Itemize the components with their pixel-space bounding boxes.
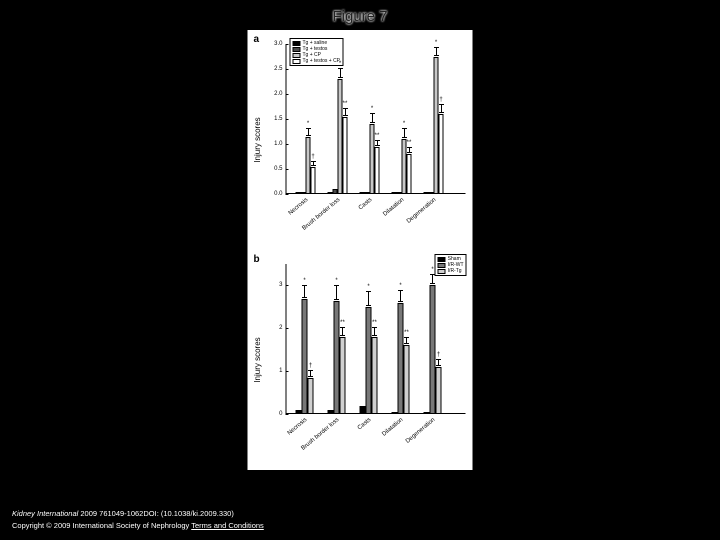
panel-a-label: a: [254, 34, 260, 45]
panel-b-ylabel: Injury scores: [253, 337, 262, 382]
panel-a: a Tg + salineTg + testosTg + CPTg + test…: [248, 30, 473, 250]
copyright: Copyright © 2009 International Society o…: [12, 521, 264, 530]
terms-link[interactable]: Terms and Conditions: [191, 521, 264, 530]
panel-b-plot: 0123*†Necrosis***Brush border loss***Cas…: [286, 264, 466, 414]
panel-b-label: b: [254, 254, 260, 265]
panel-a-plot: 0.00.51.01.52.02.53.0*†Necrosis***Brush …: [286, 44, 466, 194]
panel-a-ylabel: Injury scores: [253, 117, 262, 162]
figure-image: a Tg + salineTg + testosTg + CPTg + test…: [248, 30, 473, 470]
y-axis: [286, 264, 287, 414]
citation: Kidney International 2009 761049-1062DOI…: [12, 509, 234, 518]
figure-title: Figure 7: [332, 8, 387, 25]
panel-b: b ShamI/R-WTI/R-Tg Injury scores 0123*†N…: [248, 250, 473, 470]
